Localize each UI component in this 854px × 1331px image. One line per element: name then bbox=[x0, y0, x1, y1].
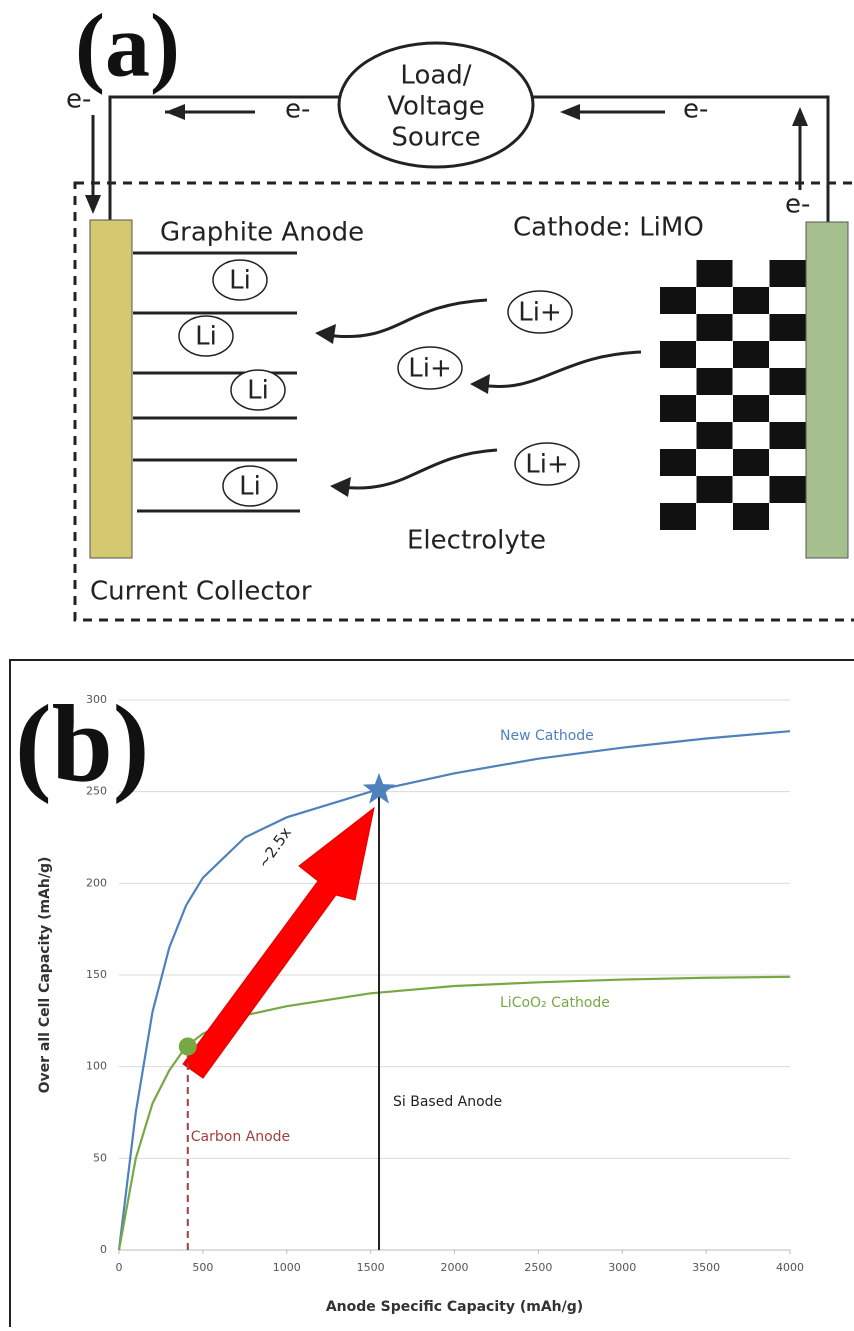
x-tick-label: 0 bbox=[116, 1261, 123, 1274]
lattice-cell bbox=[733, 503, 769, 530]
x-tick-label: 3000 bbox=[608, 1261, 636, 1274]
electron: e- bbox=[66, 85, 91, 115]
collector-label: Current Collector bbox=[90, 577, 312, 607]
y-tick-label: 50 bbox=[93, 1151, 107, 1164]
x-tick-label: 500 bbox=[192, 1261, 213, 1274]
lattice-cell bbox=[660, 287, 696, 314]
ion: Li bbox=[195, 322, 217, 352]
lattice-cell bbox=[770, 314, 806, 341]
page: {"diagram": {"label": "(a)", "load": ["L… bbox=[0, 0, 854, 1327]
x-tick-label: 1500 bbox=[357, 1261, 385, 1274]
lattice-cell bbox=[697, 368, 733, 395]
lattice-cell bbox=[770, 260, 806, 287]
y-tick-label: 200 bbox=[86, 876, 107, 889]
figure: (a) Load/ Voltage Source e- e- e- e- Gra… bbox=[0, 0, 854, 1327]
y-tick-label: 100 bbox=[86, 1060, 107, 1073]
marker-label: Si Based Anode bbox=[393, 1094, 502, 1110]
ion: Li bbox=[239, 472, 261, 502]
lattice-cell bbox=[660, 503, 696, 530]
lattice-cell bbox=[733, 287, 769, 314]
ion: Li+ bbox=[408, 354, 452, 384]
x-tick-label: 3500 bbox=[692, 1261, 720, 1274]
lattice-cell bbox=[770, 422, 806, 449]
load-text: Voltage bbox=[387, 92, 485, 122]
marker-dot bbox=[179, 1038, 197, 1056]
electron: e- bbox=[285, 95, 310, 125]
x-tick-label: 4000 bbox=[776, 1261, 804, 1274]
lattice-cell bbox=[660, 395, 696, 422]
panel-label: (a) bbox=[75, 0, 180, 96]
anode-label: Graphite Anode bbox=[160, 218, 364, 248]
load-text: Load/ bbox=[400, 61, 471, 91]
marker-label: Carbon Anode bbox=[191, 1129, 290, 1145]
lattice-cell bbox=[770, 476, 806, 503]
lattice-cell bbox=[660, 449, 696, 476]
y-tick-label: 0 bbox=[100, 1243, 107, 1256]
cathode-collector bbox=[806, 222, 848, 558]
x-tick-label: 1000 bbox=[273, 1261, 301, 1274]
series-line bbox=[119, 731, 790, 1250]
ion: Li bbox=[247, 376, 269, 406]
panel-label: (b) bbox=[15, 682, 149, 804]
lattice-cell bbox=[697, 260, 733, 287]
lattice-cell bbox=[697, 422, 733, 449]
x-tick-label: 2500 bbox=[524, 1261, 552, 1274]
cathode-label: Cathode: LiMO bbox=[513, 213, 704, 243]
lattice-cell bbox=[697, 476, 733, 503]
x-axis-title: Anode Specific Capacity (mAh/g) bbox=[326, 1299, 583, 1315]
series-label: New Cathode bbox=[500, 728, 594, 744]
cathode-lattice bbox=[660, 260, 806, 530]
ion: Li+ bbox=[518, 298, 562, 328]
electron: e- bbox=[785, 190, 810, 220]
y-tick-label: 150 bbox=[86, 968, 107, 981]
x-tick-label: 2000 bbox=[441, 1261, 469, 1274]
electron: e- bbox=[683, 95, 708, 125]
lattice-cell bbox=[733, 341, 769, 368]
load-text: Source bbox=[391, 123, 480, 153]
ion: Li bbox=[229, 266, 251, 296]
lattice-cell bbox=[770, 368, 806, 395]
lattice-cell bbox=[733, 395, 769, 422]
electrolyte-label: Electrolyte bbox=[407, 526, 546, 556]
lattice-cell bbox=[697, 314, 733, 341]
lattice-cell bbox=[733, 449, 769, 476]
y-axis-title: Over all Cell Capacity (mAh/g) bbox=[37, 857, 53, 1094]
anode-collector bbox=[90, 220, 132, 558]
series-label: LiCoO₂ Cathode bbox=[500, 995, 610, 1011]
lattice-cell bbox=[660, 341, 696, 368]
ion: Li+ bbox=[525, 450, 569, 480]
